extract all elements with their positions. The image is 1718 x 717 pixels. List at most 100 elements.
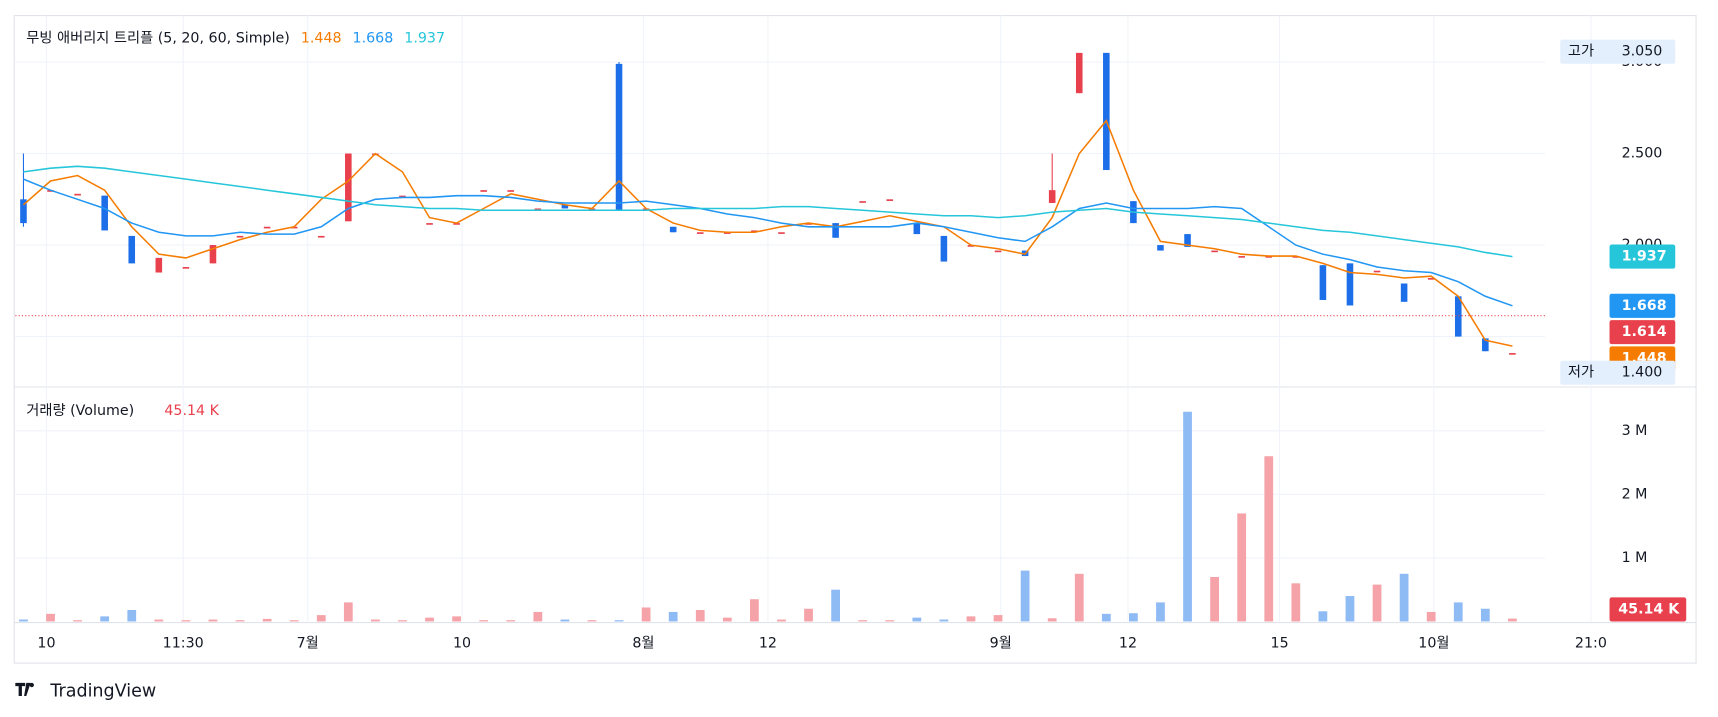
candle-body bbox=[994, 250, 1002, 253]
volume-bar bbox=[722, 617, 732, 622]
high-name: 고가 bbox=[1568, 43, 1594, 60]
candle-body bbox=[1265, 256, 1273, 258]
price-label-box bbox=[1609, 293, 1676, 318]
candle-body bbox=[778, 232, 785, 234]
volume-tick-label: 3 M bbox=[1622, 423, 1648, 439]
candle-body bbox=[561, 204, 569, 209]
low-value: 1.400 bbox=[1622, 365, 1663, 381]
volume-bar bbox=[100, 616, 110, 622]
volume-bar bbox=[1291, 583, 1301, 622]
candle-body bbox=[453, 223, 460, 225]
candle-body bbox=[1292, 256, 1300, 258]
brand-text: TradingView bbox=[49, 682, 156, 702]
volume-bar bbox=[289, 620, 299, 622]
candle-body bbox=[886, 199, 894, 201]
volume-bar bbox=[777, 619, 786, 622]
volume-bar bbox=[371, 619, 380, 622]
volume-bar bbox=[262, 618, 272, 622]
volume-bar bbox=[1210, 576, 1219, 622]
candle-body bbox=[751, 230, 758, 233]
candle-body bbox=[1509, 353, 1516, 355]
candle-body bbox=[20, 199, 27, 224]
candle-body bbox=[101, 195, 108, 231]
volume-bar bbox=[695, 610, 705, 622]
candle-body bbox=[967, 245, 975, 247]
volume-bar bbox=[1183, 411, 1192, 622]
volume-bar bbox=[1074, 573, 1084, 622]
volume-bar bbox=[668, 611, 678, 622]
x-tick-label: 10 bbox=[37, 635, 55, 651]
x-tick-label: 15 bbox=[1271, 635, 1289, 651]
volume-bar bbox=[1264, 456, 1274, 622]
volume-bar bbox=[587, 620, 597, 622]
x-tick-label: 11:30 bbox=[163, 635, 204, 651]
volume-bar bbox=[19, 619, 28, 622]
candle-body bbox=[74, 193, 81, 196]
volume-bar bbox=[858, 620, 868, 622]
candle-body bbox=[263, 226, 271, 229]
candle-body bbox=[913, 223, 921, 235]
candle-body bbox=[1346, 263, 1354, 306]
volume-bar bbox=[1372, 584, 1382, 622]
candle-body bbox=[1211, 250, 1218, 253]
candle-body bbox=[1427, 278, 1435, 280]
low-box bbox=[1560, 360, 1676, 385]
x-tick-label: 9월 bbox=[990, 634, 1012, 651]
labels: 1.5002.0002.5003.0001 M2 M3 M1011:307월10… bbox=[37, 39, 1687, 651]
volume-tick-label: 1 M bbox=[1622, 550, 1648, 566]
candle-body bbox=[696, 232, 704, 234]
x-tick-label: 7월 bbox=[297, 634, 319, 651]
volume-last-box bbox=[1609, 597, 1687, 622]
volume-last-label: 45.14 K bbox=[1618, 601, 1680, 617]
candle-body bbox=[1454, 296, 1462, 337]
high-box bbox=[1560, 39, 1676, 64]
volume-bar bbox=[1237, 513, 1247, 622]
volume-bar bbox=[1156, 602, 1165, 622]
candle-body bbox=[1103, 52, 1110, 171]
candle-body bbox=[209, 245, 217, 264]
high-value: 3.050 bbox=[1622, 44, 1663, 60]
volume-tick-label: 2 M bbox=[1622, 486, 1648, 502]
candle-body bbox=[669, 226, 677, 233]
legend-value: 1.668 bbox=[353, 31, 394, 47]
volume-bar bbox=[1508, 618, 1517, 622]
x-tick-label: 10 bbox=[453, 635, 471, 651]
volume-bar bbox=[1453, 602, 1463, 622]
candle-body bbox=[507, 190, 515, 192]
volume-bar bbox=[452, 616, 461, 622]
candle-body bbox=[480, 190, 487, 192]
volume-bar bbox=[1129, 613, 1138, 622]
x-tick-label: 12 bbox=[759, 635, 777, 651]
volume-bar bbox=[939, 619, 949, 622]
volume-bar bbox=[1318, 611, 1328, 622]
logo-dot bbox=[29, 682, 34, 688]
ma-line bbox=[22, 119, 1513, 347]
grid bbox=[15, 15, 1592, 622]
candle-body bbox=[1400, 283, 1408, 302]
ma-line bbox=[23, 165, 1513, 258]
candle-body bbox=[1238, 256, 1245, 258]
ma-line bbox=[23, 178, 1513, 307]
brand-logo: TradingView bbox=[15, 682, 156, 702]
candle-body bbox=[588, 208, 596, 211]
volume-bar bbox=[1399, 573, 1409, 622]
candle-body bbox=[317, 235, 325, 238]
logo-icon bbox=[15, 682, 31, 696]
price-label: 1.668 bbox=[1622, 298, 1667, 314]
volume-bar bbox=[993, 615, 1003, 622]
candle-body bbox=[859, 201, 866, 203]
volume-bar bbox=[479, 620, 489, 622]
volume-bar bbox=[46, 613, 55, 622]
volume-bar bbox=[1480, 608, 1490, 622]
volume-bar bbox=[425, 617, 434, 622]
volume-bar bbox=[750, 599, 759, 622]
legend-value: 1.448 bbox=[301, 31, 342, 47]
volume-bar bbox=[1426, 611, 1436, 622]
y-tick-label: 2.500 bbox=[1622, 146, 1663, 162]
candle-body bbox=[290, 226, 298, 229]
candle-body bbox=[1482, 338, 1489, 352]
candle-body bbox=[182, 267, 190, 269]
candle-body bbox=[534, 208, 542, 211]
